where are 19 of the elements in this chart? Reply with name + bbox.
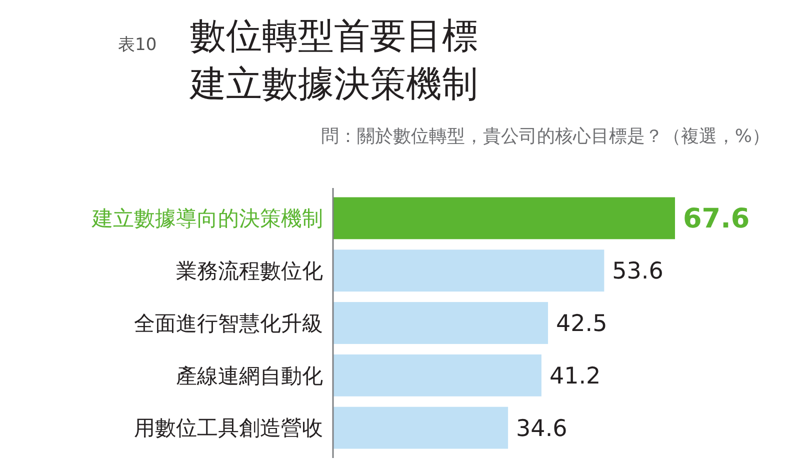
y-tick-label: 產線連網自動化 [176,364,323,388]
text: 表10 [118,35,157,55]
data-label: 34.6 [516,416,568,442]
bar [333,197,675,240]
bar [333,354,542,396]
y-tick-label: 用數位工具創造營收 [134,416,323,440]
y-tick-label: 全面進行智慧化升級 [134,311,323,336]
bar [333,250,604,292]
bar [333,302,548,344]
data-label: 41.2 [549,363,601,390]
data-label: 67.6 [683,204,750,235]
data-label: 42.5 [556,311,608,338]
bar [333,406,508,449]
chart-title: 數位轉型首要目標 [190,16,478,57]
y-tick-label: 業務流程數位化 [176,258,323,283]
chart-subtitle: 建立數據決策機制 [189,64,478,105]
text: 問：關於數位轉型，貴公司的核心目標是？（複選，%） [320,126,770,147]
data-label: 53.6 [612,258,664,285]
y-tick-label: 建立數據導向的決策機制 [91,206,323,231]
